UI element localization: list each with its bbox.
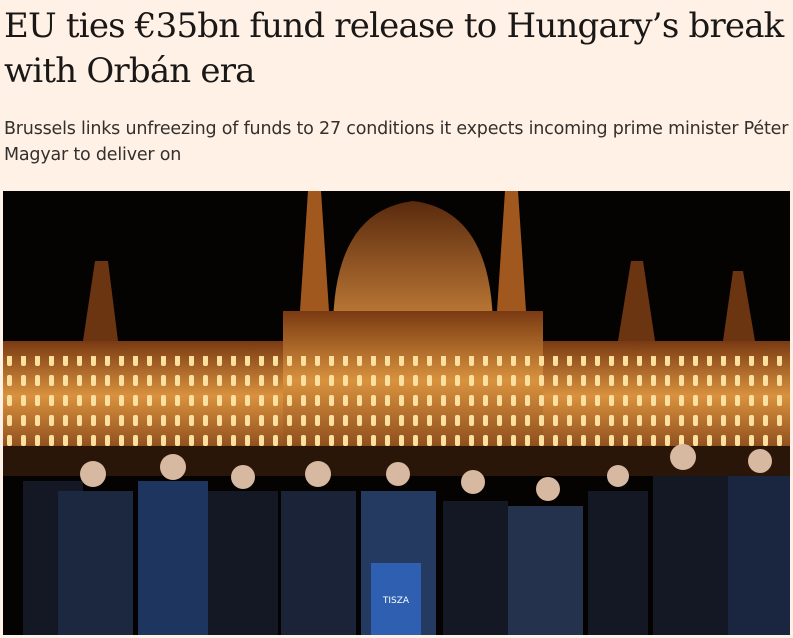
standfirst: Brussels links unfreezing of funds to 27… — [4, 119, 789, 165]
dome — [333, 201, 493, 331]
article-main-image: TISZA — [3, 191, 790, 635]
podium-logo: TISZA — [382, 596, 410, 606]
podium — [371, 563, 421, 635]
headline: EU ties €35bn fund release to Hungary’s … — [4, 6, 784, 91]
parliament-photo: TISZA — [3, 191, 790, 635]
